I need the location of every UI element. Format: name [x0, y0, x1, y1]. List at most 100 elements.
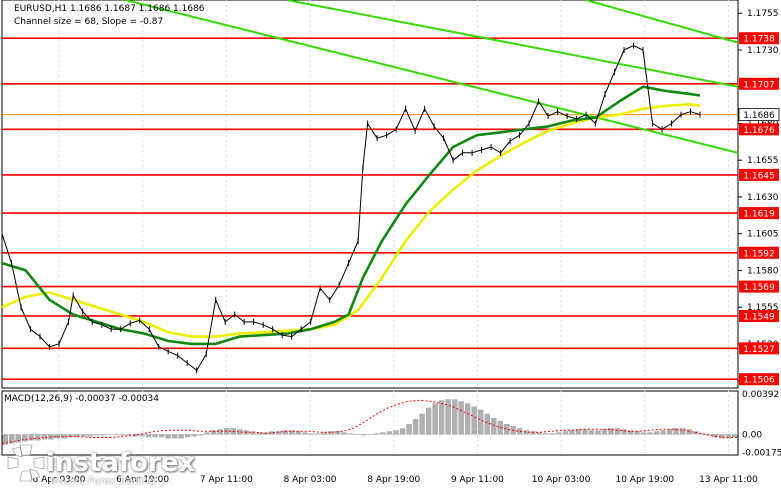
macd-bar	[523, 430, 530, 435]
macd-bar	[178, 434, 184, 439]
channel-second-line	[585, 0, 739, 44]
level-tag	[739, 373, 779, 386]
macd-bar	[660, 430, 666, 435]
macd-bar	[41, 434, 48, 440]
ma-fast-line	[1, 85, 701, 346]
y-tick-label: 1.1755	[747, 9, 779, 19]
level-tag	[739, 168, 779, 181]
macd-bar	[582, 429, 588, 435]
x-tick-label: 10 Apr 19:00	[615, 475, 674, 485]
macd-bar	[647, 432, 653, 435]
macd-bar	[425, 407, 432, 435]
macd-bar	[269, 431, 276, 435]
current-price-label: 1.1686	[743, 111, 775, 121]
macd-bar	[276, 431, 282, 435]
macd-bar	[536, 432, 543, 435]
macd-bar	[640, 432, 647, 435]
macd-bar	[471, 406, 477, 435]
macd-bar	[451, 399, 458, 435]
macd-bar	[35, 434, 41, 441]
macd-bar	[126, 434, 132, 436]
macd-bar	[608, 428, 614, 435]
current-price-tag	[738, 108, 780, 122]
macd-y-tick-label: -0.00175	[742, 448, 781, 458]
macd-bar	[132, 434, 139, 437]
price-pane-frame	[1, 0, 739, 389]
level-label: 1.1676	[743, 126, 775, 136]
instaforex-logo: instaforex Instant Forex Trading	[6, 443, 196, 487]
level-label: 1.1592	[743, 249, 775, 259]
macd-bar	[458, 401, 464, 435]
macd-bar	[367, 434, 373, 435]
level-label: 1.1506	[743, 376, 775, 386]
macd-bar	[575, 429, 582, 435]
macd-bar	[184, 434, 191, 438]
macd-bar	[321, 432, 328, 435]
macd-bar	[289, 430, 295, 435]
level-label: 1.1569	[743, 283, 775, 293]
macd-bar	[419, 413, 425, 435]
macd-bar	[380, 432, 386, 435]
watermark-brand: instaforex	[46, 448, 196, 478]
macd-label: MACD(12,26,9) -0.00037 -0.00034	[4, 394, 160, 404]
level-label: 1.1738	[743, 35, 775, 45]
macd-bar	[504, 424, 510, 435]
macd-bar	[627, 430, 634, 435]
y-tick-label: 1.1730	[747, 46, 779, 56]
macd-bar	[145, 434, 152, 438]
macd-bar	[334, 431, 341, 435]
level-label: 1.1707	[743, 80, 775, 90]
y-tick-label: 1.1580	[747, 266, 779, 276]
macd-bar	[197, 434, 204, 436]
macd-bar	[490, 417, 497, 435]
macd-bar	[204, 432, 210, 435]
x-tick-label: 8 Apr 03:00	[284, 475, 337, 485]
macd-bar	[165, 434, 171, 439]
macd-bar	[621, 429, 627, 435]
macd-bar	[22, 434, 28, 442]
macd-bar	[373, 433, 380, 435]
level-tag	[739, 280, 779, 293]
macd-bar	[80, 434, 87, 437]
macd-bar	[9, 434, 15, 444]
macd-bar	[477, 409, 484, 435]
macd-bar	[614, 428, 621, 435]
macd-bar	[295, 431, 302, 435]
macd-bar	[236, 429, 243, 435]
macd-bar	[679, 428, 686, 435]
macd-bar	[530, 431, 536, 435]
x-tick-label: 6 Apr 19:00	[116, 475, 169, 485]
level-tag	[739, 77, 779, 90]
macd-bar	[666, 429, 673, 435]
macd-bar	[432, 403, 438, 435]
level-tag	[739, 246, 779, 259]
level-tag	[739, 309, 779, 322]
macd-bar	[543, 433, 549, 435]
macd-bar	[438, 400, 445, 435]
macd-bar	[210, 430, 217, 435]
macd-bar	[549, 433, 556, 435]
y-tick-label: 1.1655	[747, 156, 779, 166]
macd-bar	[256, 432, 263, 435]
level-label: 1.1549	[743, 312, 775, 322]
macd-bar	[308, 433, 315, 435]
macd-bar	[341, 432, 347, 435]
macd-bar	[54, 434, 61, 439]
macd-bar	[653, 431, 660, 435]
level-tag	[739, 342, 779, 355]
macd-bar	[699, 433, 705, 435]
x-tick-label: 8 Apr 19:00	[367, 475, 420, 485]
macd-bar	[360, 434, 367, 436]
macd-bar	[354, 434, 360, 435]
macd-bar	[113, 434, 119, 435]
level-label: 1.1619	[743, 210, 775, 220]
macd-bar	[315, 433, 321, 435]
macd-bar	[556, 432, 562, 435]
level-tag	[739, 123, 779, 136]
macd-bar	[393, 430, 399, 435]
macd-bar	[595, 430, 601, 435]
macd-bar	[100, 434, 106, 436]
macd-bar	[93, 434, 100, 436]
macd-bar	[302, 432, 308, 435]
